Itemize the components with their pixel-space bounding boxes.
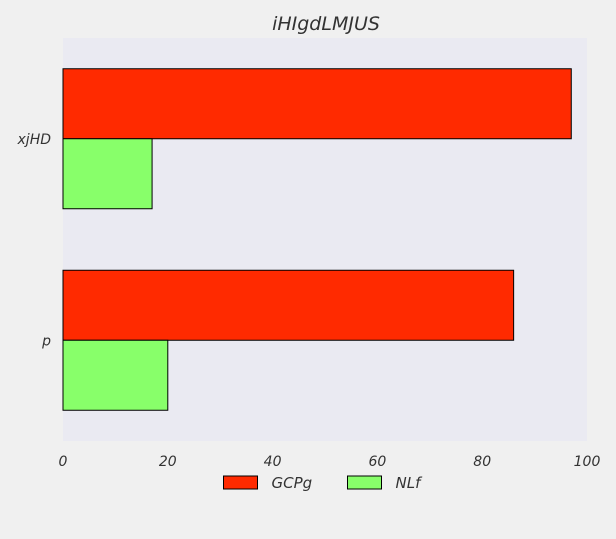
chart-title: iHIgdLMJUS xyxy=(272,13,380,35)
legend-swatch-NLf xyxy=(347,475,382,490)
legend-label-GCPg: GCPg xyxy=(272,474,313,492)
bar-NLf-xjHD xyxy=(62,138,153,210)
x-tick-label-0: 0 xyxy=(59,454,68,470)
x-tick-label-60: 60 xyxy=(368,454,386,470)
x-axis: 0 20 40 60 80 100 xyxy=(59,454,601,470)
bars-layer xyxy=(62,68,572,411)
legend-label-NLf: NLf xyxy=(396,474,424,492)
x-tick-label-100: 100 xyxy=(574,454,601,470)
legend: GCPg NLf xyxy=(223,474,424,492)
y-tick-label-p: p xyxy=(41,333,51,349)
y-tick-label-xjHD: xjHD xyxy=(17,132,52,148)
y-axis: xjHD p xyxy=(17,132,52,350)
x-tick-label-80: 80 xyxy=(473,454,491,470)
x-tick-label-40: 40 xyxy=(264,454,282,470)
bar-NLf-p xyxy=(62,339,169,411)
legend-swatch-GCPg xyxy=(223,475,258,490)
bar-GCPg-p xyxy=(62,269,515,341)
x-tick-label-20: 20 xyxy=(159,454,177,470)
bar-GCPg-xjHD xyxy=(62,68,572,140)
